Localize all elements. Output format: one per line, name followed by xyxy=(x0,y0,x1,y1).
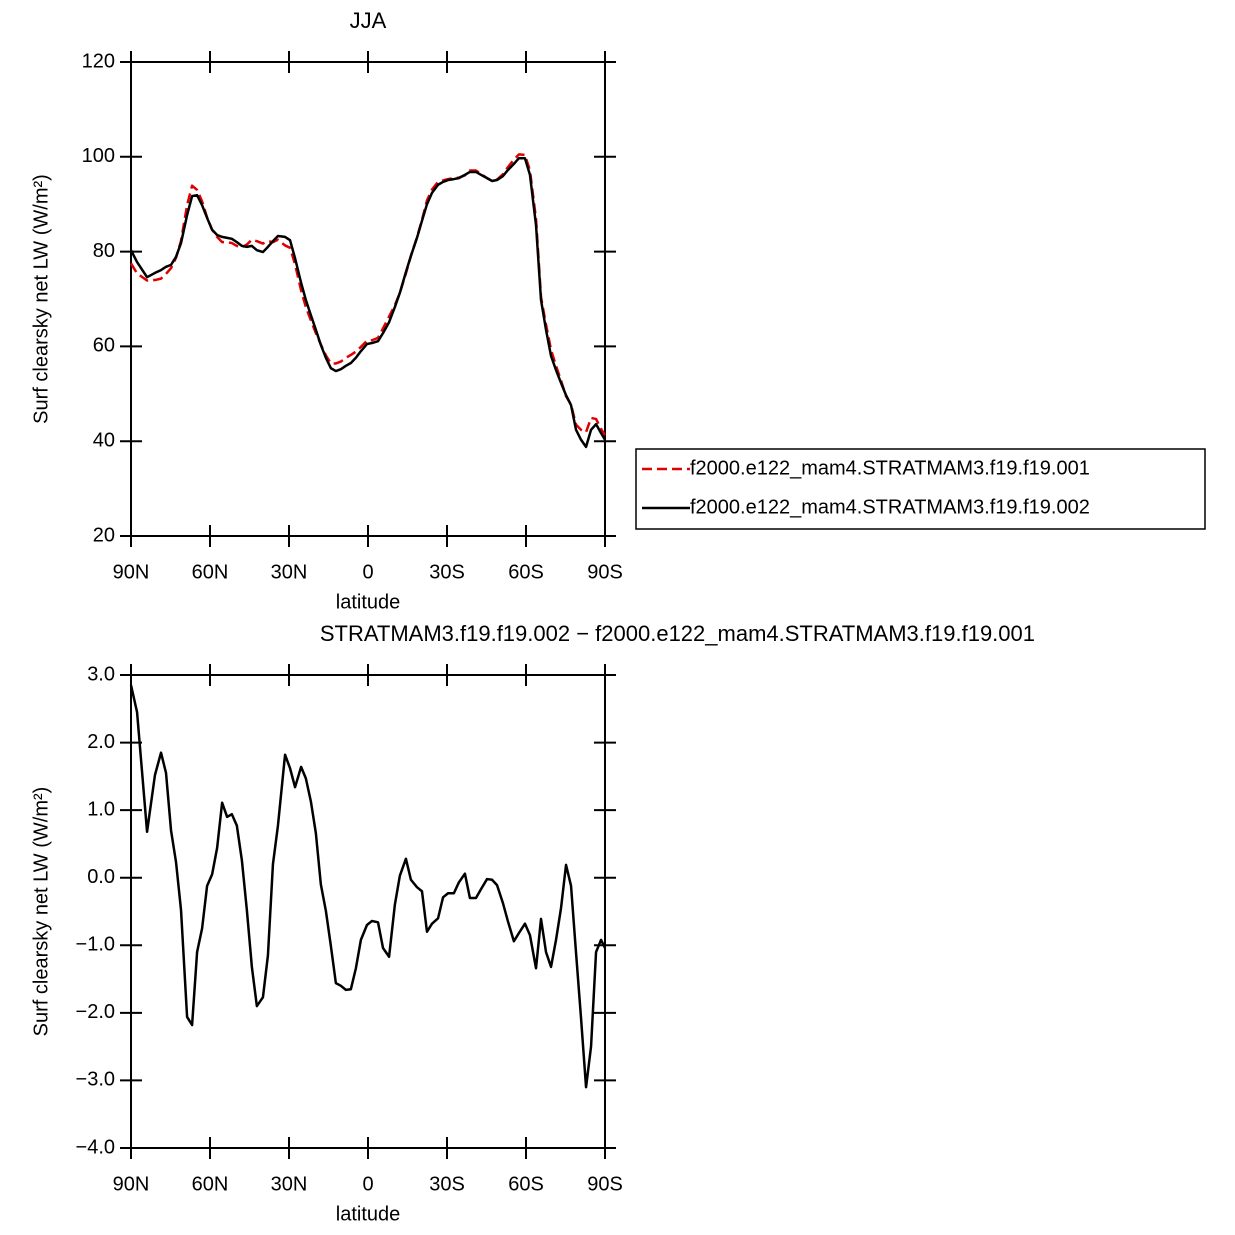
y-tick-label: 2.0 xyxy=(87,731,115,753)
x-tick-label: 0 xyxy=(362,1173,373,1195)
plot-frame xyxy=(130,674,606,1149)
x-axis-label: latitude xyxy=(336,591,401,613)
y-tick-label: 0.0 xyxy=(87,866,115,888)
x-tick-label: 90S xyxy=(587,561,623,583)
x-tick-label: 30S xyxy=(429,561,465,583)
y-tick-label: −3.0 xyxy=(76,1069,115,1091)
x-axis-label: latitude xyxy=(336,1203,401,1225)
x-tick-label: 90S xyxy=(587,1173,623,1195)
chart-title: STRATMAM3.f19.f19.002 − f2000.e122_mam4.… xyxy=(320,621,1035,646)
x-tick-label: 30S xyxy=(429,1173,465,1195)
y-tick-label: −2.0 xyxy=(76,1001,115,1023)
x-tick-label: 0 xyxy=(362,561,373,583)
x-tick-label: 60S xyxy=(508,1173,544,1195)
chart-title: JJA xyxy=(350,8,387,33)
legend-label: f2000.e122_mam4.STRATMAM3.f19.f19.002 xyxy=(690,496,1090,518)
plot-frame xyxy=(130,61,606,537)
y-tick-label: 80 xyxy=(93,240,115,262)
x-tick-label: 30N xyxy=(271,1173,308,1195)
x-tick-label: 30N xyxy=(271,561,308,583)
x-tick-label: 60N xyxy=(192,561,229,583)
y-tick-label: 40 xyxy=(93,429,115,451)
y-tick-label: 20 xyxy=(93,524,115,546)
y-tick-label: 3.0 xyxy=(87,663,115,685)
y-tick-label: 1.0 xyxy=(87,798,115,820)
y-tick-label: 100 xyxy=(82,145,115,167)
data-line xyxy=(129,153,607,436)
y-axis-label: Surf clearsky net LW (W/m²) xyxy=(30,174,52,424)
data-line xyxy=(129,684,607,1089)
y-axis-label: Surf clearsky net LW (W/m²) xyxy=(30,787,52,1037)
legend-box xyxy=(635,448,1206,530)
y-tick-label: −1.0 xyxy=(76,934,115,956)
y-tick-label: 60 xyxy=(93,335,115,357)
x-tick-label: 60N xyxy=(192,1173,229,1195)
legend-label: f2000.e122_mam4.STRATMAM3.f19.f19.001 xyxy=(690,457,1090,479)
data-line xyxy=(129,156,607,449)
x-tick-label: 90N xyxy=(113,1173,150,1195)
y-tick-label: −4.0 xyxy=(76,1136,115,1158)
x-tick-label: 90N xyxy=(113,561,150,583)
x-tick-label: 60S xyxy=(508,561,544,583)
y-tick-label: 120 xyxy=(82,50,115,72)
